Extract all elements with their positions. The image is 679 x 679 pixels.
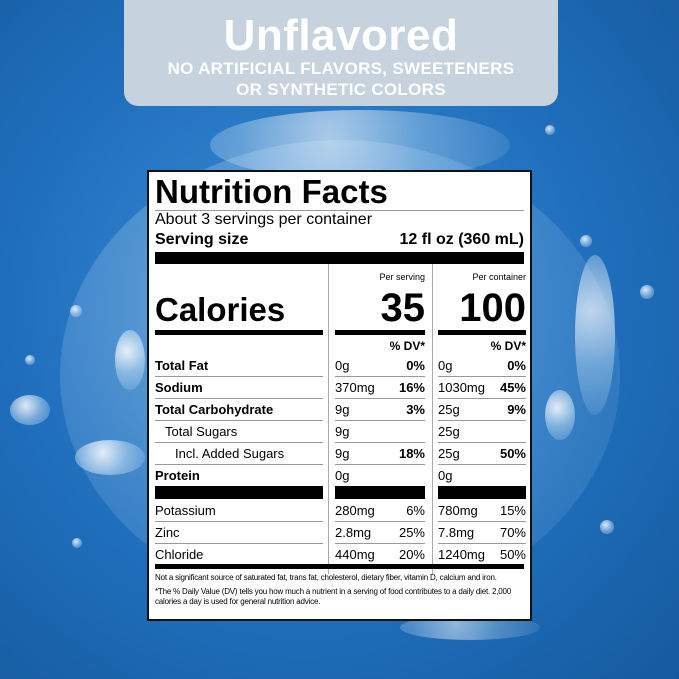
calories-label: Calories — [155, 291, 286, 328]
serving-amount: 9g — [335, 446, 350, 461]
serving-dv — [375, 421, 425, 443]
container-dv — [476, 421, 526, 443]
serving-dv: 0% — [406, 358, 425, 373]
serving-amount: 370mg — [335, 380, 375, 395]
nutrient-name: Protein — [155, 468, 200, 483]
serving-amount: 2.8mg — [335, 525, 372, 540]
calories-per-serving: 35 — [380, 286, 426, 330]
container-amount: 25g — [438, 402, 460, 417]
serving-dv: 25% — [398, 525, 425, 540]
serving-size-label: Serving size — [155, 231, 249, 248]
calories-per-container: 100 — [459, 286, 526, 330]
nutrient-name: Zinc — [155, 525, 180, 540]
footnote-not-significant: Not a significant source of saturated fa… — [155, 573, 497, 582]
serving-amount: 9g — [335, 402, 350, 417]
serving-dv: 3% — [406, 402, 425, 417]
container-dv: 9% — [507, 402, 526, 417]
container-amount: 1240mg — [438, 547, 485, 562]
serving-amount: 0g — [335, 468, 350, 483]
container-dv — [476, 465, 526, 487]
footnote-daily-value: *The % Daily Value (DV) tells you how mu… — [155, 587, 512, 606]
label-title: Nutrition Facts — [155, 173, 388, 210]
nutrient-name: Incl. Added Sugars — [175, 446, 285, 461]
container-amount: 7.8mg — [438, 525, 475, 540]
nutrient-name: Chloride — [155, 547, 204, 562]
container-amount: 780mg — [438, 503, 478, 518]
nutrient-name: Total Sugars — [165, 424, 238, 439]
container-amount: 25g — [438, 446, 460, 461]
container-amount: 25g — [438, 424, 460, 439]
per-serving-header: Per serving — [379, 272, 425, 282]
serving-dv: 16% — [398, 380, 425, 395]
nutrient-name: Potassium — [155, 503, 216, 518]
serving-amount: 9g — [335, 424, 350, 439]
serving-amount: 280mg — [335, 503, 375, 518]
serving-amount: 440mg — [335, 547, 375, 562]
container-amount: 0g — [438, 468, 453, 483]
servings-per-container: About 3 servings per container — [155, 211, 373, 228]
dv-header-container: % DV* — [490, 339, 526, 353]
container-amount: 1030mg — [438, 380, 485, 395]
container-dv: 70% — [499, 525, 526, 540]
serving-dv: 18% — [398, 446, 425, 461]
per-container-header: Per container — [472, 272, 526, 282]
flavor-title: Unflavored — [223, 11, 459, 60]
flavor-banner: Unflavored NO ARTIFICIAL FLAVORS, SWEETE… — [124, 0, 558, 106]
serving-size-value: 12 fl oz (360 mL) — [399, 231, 524, 248]
banner-subtitle-line1: NO ARTIFICIAL FLAVORS, SWEETENERS — [167, 59, 515, 78]
container-amount: 0g — [438, 358, 453, 373]
serving-dv — [375, 465, 425, 487]
container-dv: 0% — [507, 358, 526, 373]
container-dv: 45% — [499, 380, 526, 395]
container-dv: 15% — [499, 503, 526, 518]
nutrient-name: Total Fat — [155, 358, 209, 373]
nutrient-name: Total Carbohydrate — [155, 402, 274, 417]
container-dv: 50% — [499, 547, 526, 562]
banner-subtitle-line2: OR SYNTHETIC COLORS — [236, 80, 446, 99]
container-dv: 50% — [499, 446, 526, 461]
nutrition-facts-label: Nutrition Facts About 3 servings per con… — [147, 170, 532, 621]
serving-dv: 20% — [398, 547, 425, 562]
nutrient-name: Sodium — [155, 380, 203, 395]
serving-dv: 6% — [406, 503, 425, 518]
dv-header-serving: % DV* — [389, 339, 425, 353]
serving-amount: 0g — [335, 358, 350, 373]
